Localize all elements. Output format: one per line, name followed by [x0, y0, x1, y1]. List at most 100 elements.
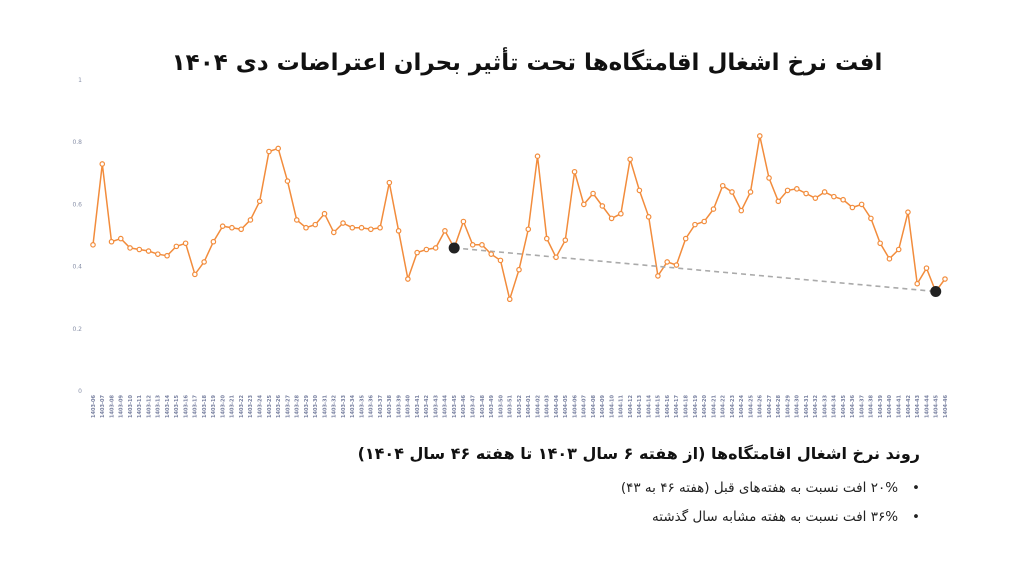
x-tick-label: 1403-16	[183, 394, 189, 417]
x-tick-label: 1404-34	[832, 394, 838, 417]
x-tick-label: 1403-20	[220, 394, 226, 417]
data-point	[590, 190, 596, 197]
x-tick-label: 1403-34	[350, 394, 356, 417]
data-point	[506, 296, 513, 303]
x-tick-label: 1404-33	[822, 394, 828, 417]
x-tick-label: 1403-17	[193, 394, 199, 417]
x-tick-label: 1404-18	[683, 394, 689, 417]
data-point	[664, 259, 670, 265]
x-tick-label: 1404-24	[739, 394, 745, 417]
data-point	[858, 201, 865, 208]
data-point	[831, 193, 837, 200]
data-point	[645, 214, 652, 220]
data-point	[312, 221, 319, 228]
data-point	[794, 186, 800, 192]
x-tick-label: 1404-21	[711, 394, 717, 417]
x-tick-label: 1404-22	[721, 394, 727, 417]
data-point	[395, 228, 402, 234]
data-point	[182, 240, 189, 247]
data-point	[775, 198, 782, 205]
x-tick-label: 1403-49	[489, 394, 495, 417]
data-point	[553, 254, 559, 261]
data-point	[812, 195, 819, 201]
x-tick-label: 1403-27	[285, 394, 291, 417]
x-tick-label: 1404-43	[915, 394, 921, 417]
data-point	[90, 242, 96, 248]
x-tick-label: 1404-10	[609, 394, 615, 417]
data-point	[349, 224, 356, 231]
x-tick-label: 1404-44	[924, 394, 930, 417]
data-point	[710, 206, 717, 212]
data-point	[210, 238, 217, 245]
x-tick-label: 1403-36	[369, 394, 375, 417]
x-tick-label: 1403-18	[202, 394, 208, 417]
x-tick-label: 1404-14	[646, 394, 652, 417]
x-tick-label: 1404-04	[554, 394, 560, 417]
data-point	[886, 256, 893, 262]
x-tick-label: 1403-42	[424, 394, 430, 417]
data-point	[738, 207, 745, 214]
x-tick-label: 1404-07	[582, 394, 588, 417]
data-point	[247, 217, 254, 223]
x-tick-label: 1403-21	[230, 394, 236, 417]
x-tick-label: 1404-06	[572, 394, 578, 417]
x-tick-label: 1404-30	[795, 394, 801, 417]
data-point	[821, 189, 828, 195]
data-point	[525, 226, 532, 233]
data-point	[534, 153, 541, 159]
x-tick-label: 1404-27	[767, 394, 773, 417]
x-tick-label: 1404-05	[563, 394, 569, 417]
data-point	[108, 238, 115, 245]
data-point	[655, 273, 661, 279]
data-point	[543, 235, 550, 242]
x-tick-label: 1404-12	[628, 394, 634, 417]
x-tick-label: 1404-23	[730, 394, 736, 417]
data-point	[673, 262, 680, 268]
data-point	[942, 276, 948, 282]
data-point	[127, 245, 133, 251]
data-point	[330, 229, 337, 236]
x-tick-label: 1403-35	[359, 394, 365, 417]
x-tick-label: 1404-15	[656, 394, 662, 417]
data-point	[905, 209, 911, 215]
x-tick-label: 1403-29	[304, 394, 310, 417]
data-point	[840, 196, 846, 203]
x-tick-label: 1403-30	[313, 394, 319, 417]
bullet-note: ۲۰% افت نسبت به هفته‌های قبل (هفته ۴۶ به…	[621, 480, 920, 496]
x-tick-label: 1404-08	[591, 394, 597, 417]
data-point	[914, 280, 921, 287]
data-point	[368, 226, 374, 233]
x-tick-label: 1403-12	[146, 394, 152, 417]
data-point	[405, 276, 411, 282]
data-point	[358, 224, 365, 231]
data-point	[692, 221, 698, 228]
x-tick-label: 1403-47	[470, 394, 476, 417]
x-tick-label: 1403-32	[332, 394, 338, 417]
data-point	[219, 223, 226, 229]
trend-line	[454, 247, 936, 293]
x-tick-label: 1403-10	[128, 394, 134, 417]
x-tick-label: 1404-26	[758, 394, 764, 417]
data-point	[423, 246, 430, 253]
x-tick-label: 1403-38	[387, 394, 393, 417]
data-point	[784, 187, 791, 194]
x-tick-label: 1403-09	[119, 394, 125, 417]
highlight-point	[930, 285, 942, 297]
x-tick-label: 1403-50	[498, 394, 504, 417]
data-point	[895, 246, 902, 253]
data-point	[256, 198, 263, 205]
data-point	[238, 226, 244, 233]
x-tick-label: 1404-32	[813, 394, 819, 417]
x-tick-label: 1403-41	[415, 394, 421, 417]
x-tick-label: 1404-38	[869, 394, 875, 417]
data-point	[747, 189, 754, 195]
data-point	[145, 248, 152, 254]
data-point	[303, 224, 309, 231]
x-tick-label: 1403-13	[156, 394, 162, 417]
data-point	[442, 228, 448, 234]
x-tick-label: 1403-23	[248, 394, 254, 417]
chart-title: افت نرخ اشغال اقامتگاه‌ها تحت تأثیر بحرا…	[171, 50, 883, 76]
x-tick-label: 1403-43	[433, 394, 439, 417]
